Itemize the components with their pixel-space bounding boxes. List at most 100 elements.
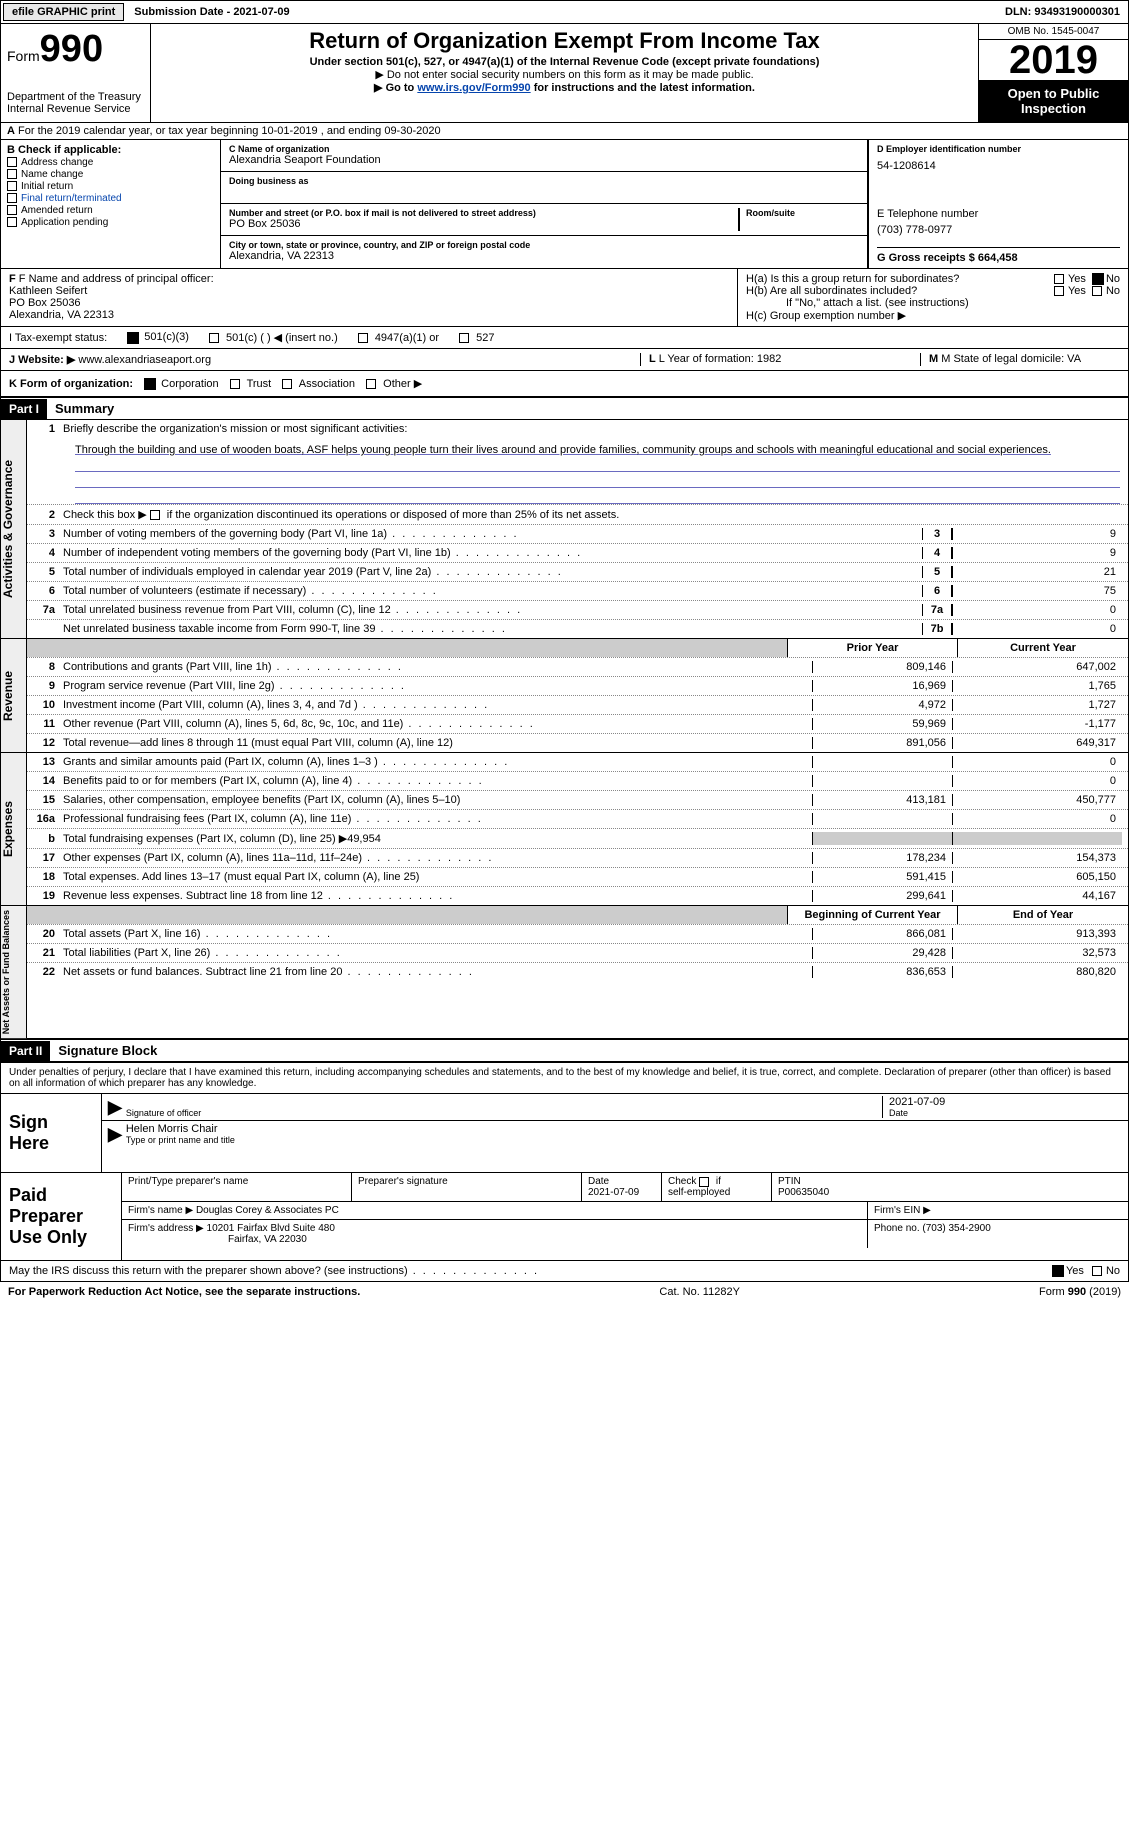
part1-title: Summary bbox=[47, 398, 122, 419]
line7a: Total unrelated business revenue from Pa… bbox=[63, 604, 922, 616]
officer-label: F F Name and address of principal office… bbox=[9, 273, 729, 285]
ein-value: 54-1208614 bbox=[877, 160, 1120, 172]
line6: Total number of volunteers (estimate if … bbox=[63, 585, 922, 597]
line3: Number of voting members of the governin… bbox=[63, 528, 922, 540]
line16b: Total fundraising expenses (Part IX, col… bbox=[63, 832, 812, 845]
sign-here-label: Sign Here bbox=[1, 1094, 101, 1172]
form-subtitle-1: Under section 501(c), 527, or 4947(a)(1)… bbox=[161, 56, 968, 68]
chk-501c3[interactable] bbox=[127, 332, 139, 344]
tax-year: 2019 bbox=[979, 40, 1128, 80]
line1-text: Briefly describe the organization's miss… bbox=[63, 423, 1122, 435]
checkbox-final-return[interactable] bbox=[7, 193, 17, 203]
type-name-label: Type or print name and title bbox=[126, 1135, 1122, 1145]
room-label: Room/suite bbox=[746, 208, 859, 218]
officer-addr2: Alexandria, VA 22313 bbox=[9, 309, 729, 321]
hb-no-checkbox[interactable] bbox=[1092, 286, 1102, 296]
checkbox-amended[interactable] bbox=[7, 205, 17, 215]
val7b: 0 bbox=[952, 623, 1122, 635]
city-label: City or town, state or province, country… bbox=[229, 240, 859, 250]
hb-yes-checkbox[interactable] bbox=[1054, 286, 1064, 296]
line5: Total number of individuals employed in … bbox=[63, 566, 922, 578]
efile-print-button[interactable]: efile GRAPHIC print bbox=[3, 3, 124, 21]
website-value: www.alexandriaseaport.org bbox=[78, 354, 211, 366]
ha-yes-checkbox[interactable] bbox=[1054, 274, 1064, 284]
hc-label: H(c) Group exemption number ▶ bbox=[746, 309, 1120, 322]
discuss-no-chk[interactable] bbox=[1092, 1266, 1102, 1276]
chk-line2[interactable] bbox=[150, 510, 160, 520]
ptin-value: P00635040 bbox=[778, 1187, 829, 1198]
line4: Number of independent voting members of … bbox=[63, 547, 922, 559]
discuss-question: May the IRS discuss this return with the… bbox=[9, 1265, 1052, 1277]
checkbox-initial-return[interactable] bbox=[7, 181, 17, 191]
form-subtitle-3: ▶ Go to www.irs.gov/Form990 for instruct… bbox=[161, 81, 968, 94]
val7a: 0 bbox=[952, 604, 1122, 616]
val3: 9 bbox=[952, 528, 1122, 540]
line9: Program service revenue (Part VIII, line… bbox=[63, 680, 812, 692]
ha-no-checkbox[interactable] bbox=[1092, 273, 1104, 285]
phone-value: (703) 778-0977 bbox=[877, 224, 1120, 236]
addr-value: PO Box 25036 bbox=[229, 218, 732, 230]
form-footer: Form 990 (2019) bbox=[1039, 1286, 1121, 1298]
cat-no: Cat. No. 11282Y bbox=[659, 1286, 740, 1298]
prep-print-label: Print/Type preparer's name bbox=[128, 1176, 345, 1187]
checkbox-app-pending[interactable] bbox=[7, 217, 17, 227]
mission-text: Through the building and use of wooden b… bbox=[27, 438, 1128, 504]
part2-header: Part II bbox=[1, 1041, 50, 1061]
chk-assoc[interactable] bbox=[282, 379, 292, 389]
arrow-icon: ▶ bbox=[108, 1097, 122, 1118]
tax-status-label: I Tax-exempt status: bbox=[9, 332, 107, 344]
chk-corp[interactable] bbox=[144, 378, 156, 390]
line16a: Professional fundraising fees (Part IX, … bbox=[63, 813, 812, 825]
firm-addr1: 10201 Fairfax Blvd Suite 480 bbox=[207, 1223, 335, 1234]
prior-year-hdr: Prior Year bbox=[788, 639, 958, 657]
discuss-yes-chk[interactable] bbox=[1052, 1265, 1064, 1277]
line20: Total assets (Part X, line 16) bbox=[63, 928, 812, 940]
city-value: Alexandria, VA 22313 bbox=[229, 250, 859, 262]
chk-other[interactable] bbox=[366, 379, 376, 389]
dln-label: DLN: 93493190000301 bbox=[997, 4, 1128, 20]
irs-link[interactable]: www.irs.gov/Form990 bbox=[417, 82, 530, 94]
chk-4947[interactable] bbox=[358, 333, 368, 343]
form-title: Return of Organization Exempt From Incom… bbox=[161, 28, 968, 54]
chk-trust[interactable] bbox=[230, 379, 240, 389]
top-bar: efile GRAPHIC print Submission Date - 20… bbox=[0, 0, 1129, 24]
line17: Other expenses (Part IX, column (A), lin… bbox=[63, 852, 812, 864]
website-label: J Website: ▶ bbox=[9, 354, 75, 366]
row-a-tax-year: A For the 2019 calendar year, or tax yea… bbox=[0, 122, 1129, 140]
officer-addr1: PO Box 25036 bbox=[9, 297, 729, 309]
form-header: Form990 Department of the Treasury Inter… bbox=[0, 24, 1129, 122]
line13: Grants and similar amounts paid (Part IX… bbox=[63, 756, 812, 768]
sig-officer-label: Signature of officer bbox=[126, 1108, 882, 1118]
prep-date: 2021-07-09 bbox=[588, 1187, 639, 1198]
chk-527[interactable] bbox=[459, 333, 469, 343]
checkbox-address-change[interactable] bbox=[7, 157, 17, 167]
prep-date-label: Date bbox=[588, 1176, 609, 1187]
part1-header: Part I bbox=[1, 399, 47, 419]
firm-phone: Phone no. (703) 354-2900 bbox=[874, 1223, 991, 1234]
form-subtitle-2: ▶ Do not enter social security numbers o… bbox=[161, 68, 968, 81]
firm-name-label: Firm's name ▶ bbox=[128, 1205, 193, 1216]
firm-ein-label: Firm's EIN ▶ bbox=[874, 1205, 931, 1216]
chk-self-emp[interactable] bbox=[699, 1177, 709, 1187]
current-year-hdr: Current Year bbox=[958, 639, 1128, 657]
vtab-governance: Activities & Governance bbox=[1, 420, 27, 638]
sig-date-label: Date bbox=[889, 1108, 1122, 1118]
hb-note: If "No," attach a list. (see instruction… bbox=[746, 297, 1120, 309]
ein-label: D Employer identification number bbox=[877, 144, 1120, 154]
arrow-icon-2: ▶ bbox=[108, 1124, 122, 1145]
state-domicile: M M State of legal domicile: VA bbox=[920, 353, 1120, 366]
dept-treasury: Department of the Treasury bbox=[7, 91, 144, 103]
pra-notice: For Paperwork Reduction Act Notice, see … bbox=[8, 1286, 360, 1298]
prep-check-label: Check bbox=[668, 1176, 696, 1187]
checkbox-name-change[interactable] bbox=[7, 169, 17, 179]
line8: Contributions and grants (Part VIII, lin… bbox=[63, 661, 812, 673]
chk-501c[interactable] bbox=[209, 333, 219, 343]
box-b-checkboxes: B Check if applicable: Address change Na… bbox=[1, 140, 221, 268]
line14: Benefits paid to or for members (Part IX… bbox=[63, 775, 812, 787]
boy-hdr: Beginning of Current Year bbox=[788, 906, 958, 924]
val5: 21 bbox=[952, 566, 1122, 578]
line2-text: Check this box ▶ if the organization dis… bbox=[63, 508, 1122, 521]
form-of-org: K Form of organization: Corporation Trus… bbox=[0, 371, 1129, 397]
line19: Revenue less expenses. Subtract line 18 … bbox=[63, 890, 812, 902]
line10: Investment income (Part VIII, column (A)… bbox=[63, 699, 812, 711]
